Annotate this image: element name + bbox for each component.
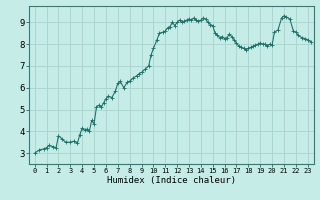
X-axis label: Humidex (Indice chaleur): Humidex (Indice chaleur) bbox=[107, 176, 236, 185]
